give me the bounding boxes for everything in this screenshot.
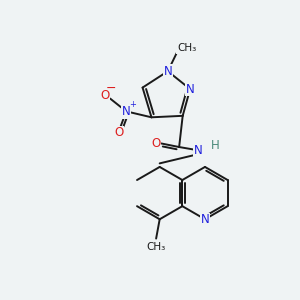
- Text: N: N: [122, 105, 130, 118]
- Text: O: O: [100, 88, 110, 101]
- Text: CH₃: CH₃: [146, 242, 166, 252]
- Text: N: N: [201, 213, 209, 226]
- Text: −: −: [106, 82, 117, 95]
- Text: H: H: [210, 139, 219, 152]
- Text: N: N: [186, 82, 194, 96]
- Text: N: N: [164, 65, 172, 78]
- Text: N: N: [194, 144, 203, 157]
- Text: O: O: [151, 137, 160, 150]
- Text: +: +: [129, 100, 136, 109]
- Text: CH₃: CH₃: [177, 44, 196, 53]
- Text: O: O: [114, 126, 123, 139]
